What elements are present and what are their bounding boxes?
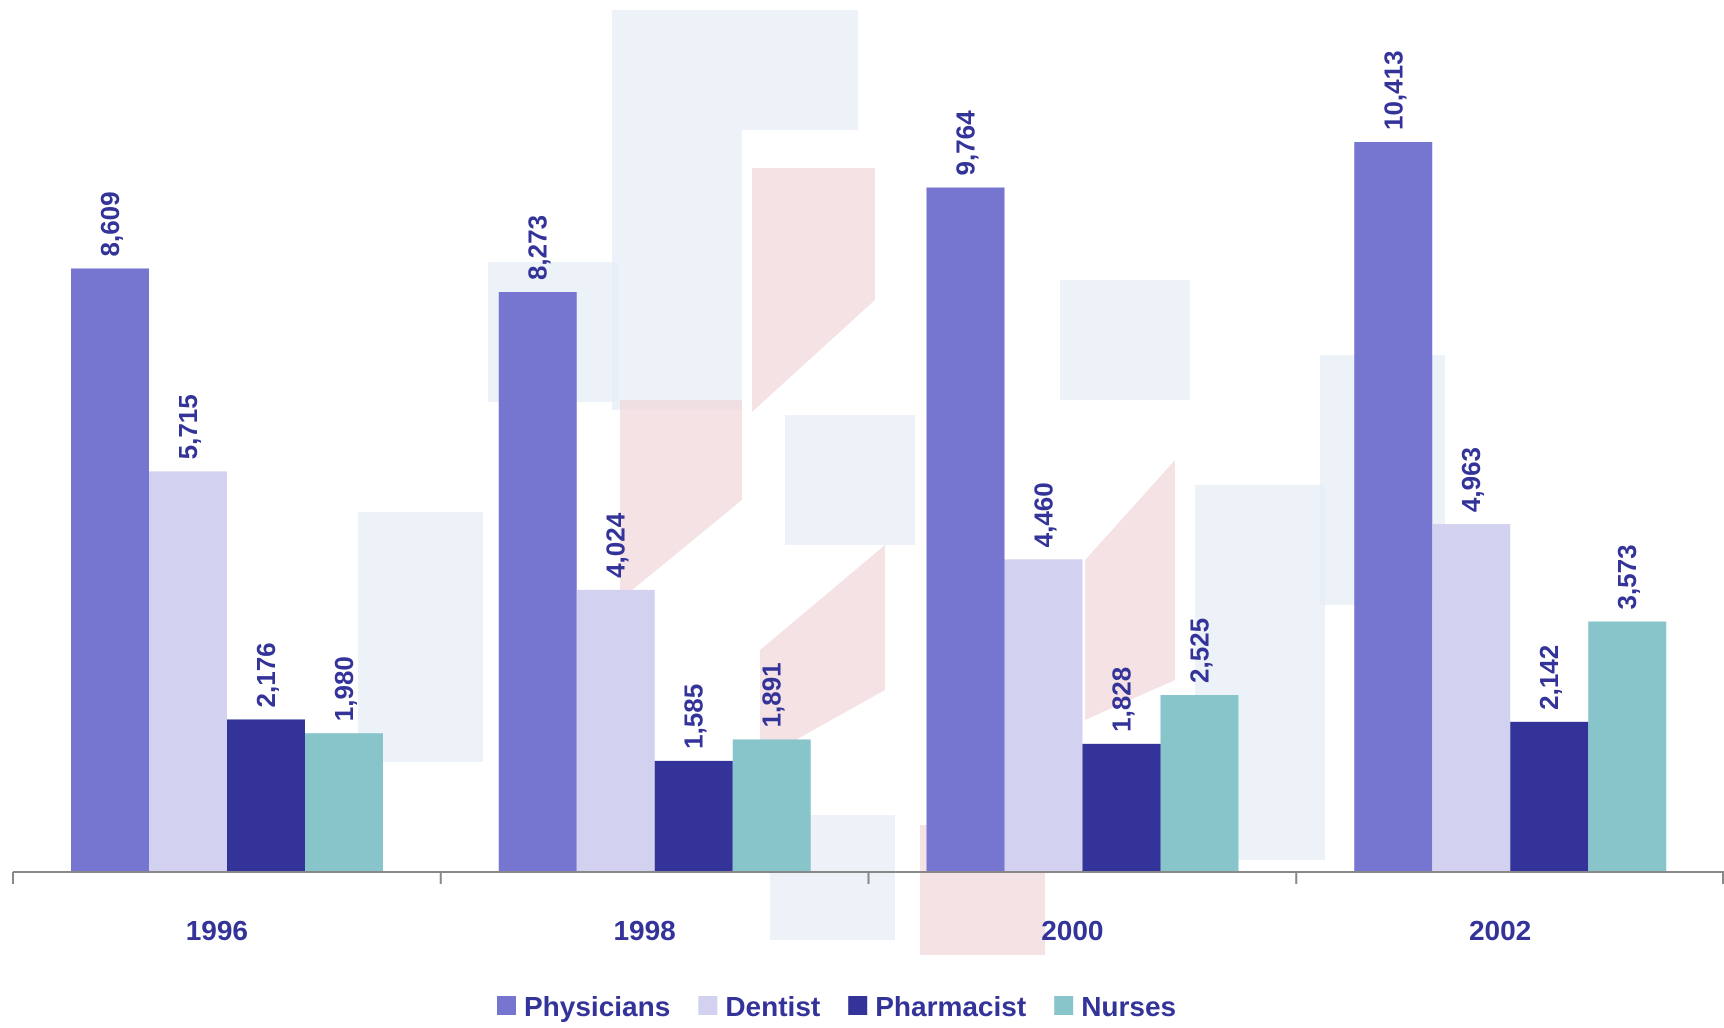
legend-label: Nurses — [1081, 991, 1176, 1022]
bar — [1354, 142, 1433, 872]
value-label: 3,573 — [1612, 544, 1642, 609]
deco-shape — [1085, 460, 1175, 720]
x-tick-label: 2000 — [1041, 915, 1103, 946]
x-tick-label: 1998 — [613, 915, 675, 946]
value-label: 4,963 — [1456, 447, 1486, 512]
value-label: 1,891 — [757, 662, 787, 727]
bar — [305, 733, 383, 872]
legend-swatch — [1054, 996, 1074, 1015]
deco-shape — [785, 415, 915, 545]
bar — [227, 719, 305, 872]
value-label: 8,273 — [523, 215, 553, 280]
bar — [654, 760, 733, 872]
bar — [1510, 721, 1589, 872]
bar — [149, 471, 227, 872]
value-label: 5,715 — [173, 394, 203, 459]
value-label: 4,024 — [601, 512, 631, 578]
x-tick-label: 1996 — [186, 915, 248, 946]
value-label: 2,525 — [1185, 618, 1215, 683]
bar — [498, 292, 577, 872]
deco-shape — [1060, 280, 1190, 400]
value-label: 1,828 — [1107, 667, 1137, 732]
deco-shape — [752, 168, 875, 412]
bar — [1588, 621, 1667, 872]
deco-shape — [612, 130, 742, 410]
legend-swatch — [848, 996, 868, 1015]
bar — [1004, 559, 1083, 872]
x-tick-label: 2002 — [1469, 915, 1531, 946]
value-label: 8,609 — [95, 191, 125, 256]
bar — [71, 268, 149, 872]
deco-shape — [620, 400, 742, 600]
value-label: 9,764 — [951, 110, 981, 176]
legend-swatch — [497, 996, 516, 1015]
legend-label: Physicians — [524, 991, 670, 1022]
legend-swatch — [698, 996, 718, 1015]
value-label: 4,460 — [1029, 482, 1059, 547]
value-label: 2,176 — [251, 642, 281, 707]
bar — [576, 589, 655, 872]
bar — [926, 187, 1005, 873]
value-label: 10,413 — [1378, 50, 1408, 130]
value-label: 1,980 — [329, 656, 359, 721]
deco-shape — [358, 512, 483, 762]
bar — [1082, 743, 1161, 872]
value-label: 1,585 — [679, 684, 709, 749]
deco-shape — [612, 10, 858, 130]
value-label: 2,142 — [1534, 645, 1564, 710]
bar — [732, 739, 811, 872]
deco-shape — [760, 545, 885, 760]
bar — [1160, 694, 1239, 872]
legend-label: Pharmacist — [875, 991, 1026, 1022]
bar — [1432, 524, 1511, 872]
legend-label: Dentist — [725, 991, 820, 1022]
